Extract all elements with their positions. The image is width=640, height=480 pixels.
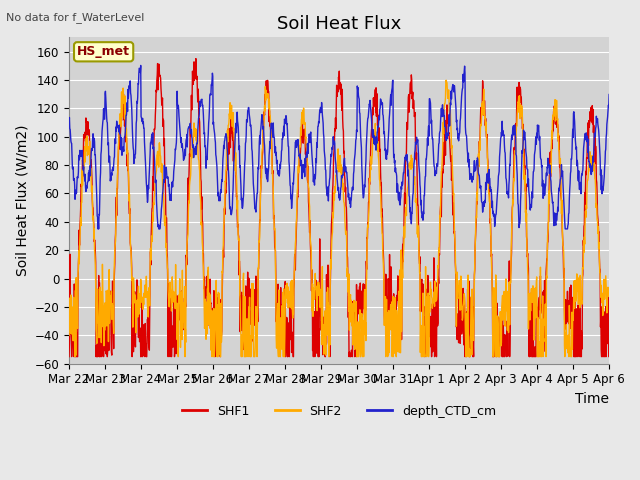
- SHF1: [192, 56, 200, 61]
- SHF2: [442, 77, 450, 83]
- Line: depth_CTD_cm: depth_CTD_cm: [69, 65, 609, 229]
- Y-axis label: Soil Heat Flux (W/m2): Soil Heat Flux (W/m2): [15, 125, 29, 276]
- SHF1: [605, 354, 613, 360]
- Line: SHF2: SHF2: [69, 80, 609, 357]
- Title: Soil Heat Flux: Soil Heat Flux: [277, 15, 401, 33]
- Text: No data for f_WaterLevel: No data for f_WaterLevel: [6, 12, 145, 23]
- depth_CTD_cm: [494, 182, 502, 188]
- SHF1: [65, 354, 73, 360]
- SHF1: [246, 303, 254, 309]
- Line: SHF1: SHF1: [69, 59, 609, 357]
- depth_CTD_cm: [246, 123, 254, 129]
- depth_CTD_cm: [65, 122, 73, 128]
- SHF1: [186, 161, 193, 167]
- SHF1: [494, 314, 502, 320]
- depth_CTD_cm: [137, 62, 145, 68]
- Legend: SHF1, SHF2, depth_CTD_cm: SHF1, SHF2, depth_CTD_cm: [177, 400, 501, 423]
- depth_CTD_cm: [173, 129, 180, 135]
- depth_CTD_cm: [424, 135, 431, 141]
- SHF2: [494, 321, 502, 326]
- depth_CTD_cm: [186, 124, 194, 130]
- SHF1: [423, 297, 431, 303]
- X-axis label: Time: Time: [575, 392, 609, 406]
- SHF2: [605, 293, 613, 299]
- depth_CTD_cm: [94, 226, 102, 232]
- depth_CTD_cm: [605, 92, 613, 97]
- SHF1: [172, 325, 180, 331]
- SHF2: [246, 354, 254, 360]
- depth_CTD_cm: [542, 182, 550, 188]
- Text: HS_met: HS_met: [77, 45, 130, 58]
- SHF2: [186, 183, 193, 189]
- SHF2: [71, 354, 79, 360]
- SHF2: [65, 332, 73, 338]
- SHF2: [542, 321, 550, 326]
- SHF2: [173, 300, 180, 306]
- SHF2: [423, 312, 431, 318]
- SHF1: [541, 348, 549, 354]
